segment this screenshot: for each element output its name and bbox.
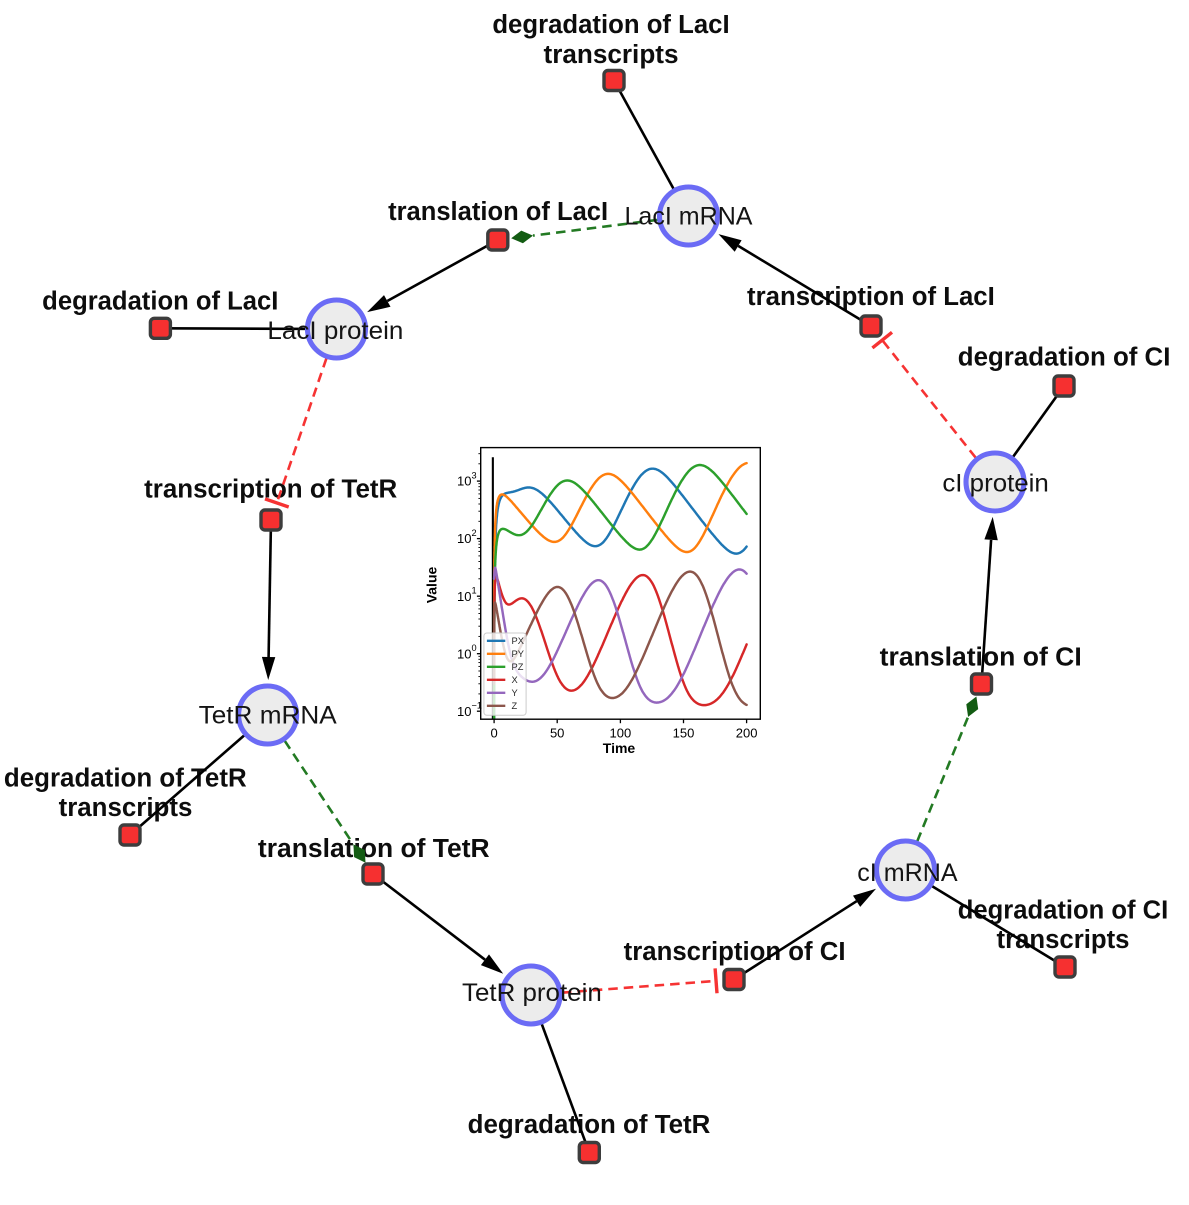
svg-text:10: 10	[457, 646, 471, 661]
svg-text:0: 0	[472, 643, 477, 653]
svg-text:50: 50	[550, 726, 564, 741]
svg-text:degradation of LacI: degradation of LacI	[42, 288, 278, 316]
svg-text:0: 0	[490, 726, 497, 741]
svg-text:Value: Value	[424, 567, 440, 604]
svg-text:TetR mRNA: TetR mRNA	[199, 701, 337, 729]
svg-text:transcripts: transcripts	[544, 41, 679, 69]
svg-text:2: 2	[472, 528, 477, 538]
svg-text:PX: PX	[512, 636, 524, 646]
svg-text:TetR protein: TetR protein	[462, 979, 602, 1007]
svg-text:cI protein: cI protein	[942, 470, 1049, 498]
svg-text:degradation of LacI: degradation of LacI	[492, 11, 729, 39]
svg-text:transcription of TetR: transcription of TetR	[144, 476, 397, 504]
svg-text:−1: −1	[472, 701, 482, 711]
svg-text:LacI mRNA: LacI mRNA	[625, 202, 753, 230]
svg-text:degradation of TetR: degradation of TetR	[468, 1111, 711, 1139]
svg-text:10: 10	[457, 531, 471, 546]
svg-text:cI mRNA: cI mRNA	[857, 859, 958, 887]
svg-text:PZ: PZ	[512, 662, 524, 672]
svg-text:LacI protein: LacI protein	[267, 317, 403, 345]
svg-text:degradation of TetR: degradation of TetR	[4, 765, 247, 793]
svg-text:translation of LacI: translation of LacI	[388, 198, 608, 226]
svg-text:transcripts: transcripts	[997, 926, 1130, 954]
svg-text:Time: Time	[603, 740, 636, 756]
svg-text:3: 3	[472, 471, 477, 481]
svg-text:Y: Y	[512, 688, 518, 698]
svg-text:degradation of CI: degradation of CI	[958, 897, 1169, 925]
svg-text:Z: Z	[512, 701, 518, 711]
svg-text:150: 150	[673, 726, 695, 741]
svg-text:transcription of LacI: transcription of LacI	[747, 283, 995, 311]
svg-text:degradation of CI: degradation of CI	[958, 344, 1171, 372]
svg-text:translation of TetR: translation of TetR	[258, 835, 490, 863]
svg-text:transcription of CI: transcription of CI	[624, 938, 846, 966]
svg-text:translation of CI: translation of CI	[880, 643, 1082, 671]
svg-text:10: 10	[457, 589, 471, 604]
svg-text:200: 200	[736, 726, 758, 741]
svg-text:PY: PY	[512, 649, 524, 659]
svg-text:10: 10	[457, 704, 471, 719]
svg-text:100: 100	[610, 726, 632, 741]
svg-text:10: 10	[457, 474, 471, 489]
svg-text:X: X	[512, 675, 518, 685]
svg-text:1: 1	[472, 586, 477, 596]
